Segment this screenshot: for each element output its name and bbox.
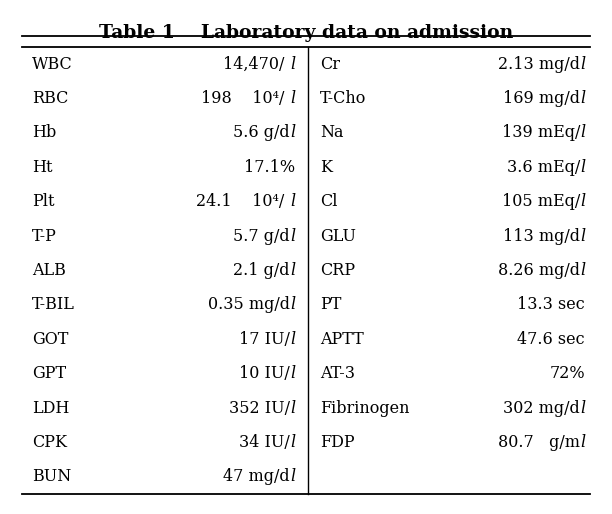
Text: FDP: FDP xyxy=(320,434,354,451)
Text: l: l xyxy=(580,399,585,416)
Text: RBC: RBC xyxy=(32,90,69,107)
Text: l: l xyxy=(290,331,295,348)
Text: 34 IU/: 34 IU/ xyxy=(239,434,290,451)
Text: 17 IU/: 17 IU/ xyxy=(239,331,290,348)
Text: 2.13 mg/d: 2.13 mg/d xyxy=(498,56,580,72)
Text: 72%: 72% xyxy=(550,365,585,382)
Text: 352 IU/: 352 IU/ xyxy=(229,399,290,416)
Text: GOT: GOT xyxy=(32,331,69,348)
Text: GLU: GLU xyxy=(320,228,356,245)
Text: 47 mg/d: 47 mg/d xyxy=(223,468,290,485)
Text: Cl: Cl xyxy=(320,193,337,210)
Text: l: l xyxy=(290,193,295,210)
Text: 198    10⁴/: 198 10⁴/ xyxy=(201,90,290,107)
Text: T-P: T-P xyxy=(32,228,57,245)
Text: l: l xyxy=(290,228,295,245)
Text: CRP: CRP xyxy=(320,262,355,279)
Text: l: l xyxy=(290,124,295,141)
Text: 3.6 mEq/: 3.6 mEq/ xyxy=(507,159,580,176)
Text: 169 mg/d: 169 mg/d xyxy=(503,90,580,107)
Text: l: l xyxy=(580,262,585,279)
Text: T-Cho: T-Cho xyxy=(320,90,367,107)
Text: 13.3 sec: 13.3 sec xyxy=(517,297,585,314)
Text: ALB: ALB xyxy=(32,262,66,279)
Text: l: l xyxy=(580,434,585,451)
Text: 47.6 sec: 47.6 sec xyxy=(517,331,585,348)
Text: Fibrinogen: Fibrinogen xyxy=(320,399,409,416)
Text: l: l xyxy=(290,297,295,314)
Text: 8.26 mg/d: 8.26 mg/d xyxy=(498,262,580,279)
Text: PT: PT xyxy=(320,297,341,314)
Text: l: l xyxy=(290,262,295,279)
Text: APTT: APTT xyxy=(320,331,364,348)
Text: 113 mg/d: 113 mg/d xyxy=(503,228,580,245)
Text: WBC: WBC xyxy=(32,56,73,72)
Text: l: l xyxy=(290,434,295,451)
Text: 302 mg/d: 302 mg/d xyxy=(503,399,580,416)
Text: l: l xyxy=(580,228,585,245)
Text: l: l xyxy=(580,124,585,141)
Text: 10 IU/: 10 IU/ xyxy=(239,365,290,382)
Text: l: l xyxy=(290,365,295,382)
Text: BUN: BUN xyxy=(32,468,71,485)
Text: 14,470/: 14,470/ xyxy=(223,56,290,72)
Text: Hb: Hb xyxy=(32,124,56,141)
Text: K: K xyxy=(320,159,332,176)
Text: 105 mEq/: 105 mEq/ xyxy=(502,193,580,210)
Text: T-BIL: T-BIL xyxy=(32,297,75,314)
Text: Table 1    Laboratory data on admission: Table 1 Laboratory data on admission xyxy=(99,24,513,42)
Text: LDH: LDH xyxy=(32,399,69,416)
Text: CPK: CPK xyxy=(32,434,67,451)
Text: l: l xyxy=(290,399,295,416)
Text: Cr: Cr xyxy=(320,56,340,72)
Text: 24.1    10⁴/: 24.1 10⁴/ xyxy=(196,193,290,210)
Text: l: l xyxy=(290,468,295,485)
Text: l: l xyxy=(580,193,585,210)
Text: l: l xyxy=(580,90,585,107)
Text: AT-3: AT-3 xyxy=(320,365,355,382)
Text: 0.35 mg/d: 0.35 mg/d xyxy=(208,297,290,314)
Text: Ht: Ht xyxy=(32,159,53,176)
Text: Na: Na xyxy=(320,124,343,141)
Text: 5.7 g/d: 5.7 g/d xyxy=(233,228,290,245)
Text: 5.6 g/d: 5.6 g/d xyxy=(233,124,290,141)
Text: 17.1%: 17.1% xyxy=(244,159,295,176)
Text: Plt: Plt xyxy=(32,193,54,210)
Text: l: l xyxy=(290,90,295,107)
Text: l: l xyxy=(290,56,295,72)
Text: l: l xyxy=(580,56,585,72)
Text: 2.1 g/d: 2.1 g/d xyxy=(233,262,290,279)
Text: l: l xyxy=(580,159,585,176)
Text: 139 mEq/: 139 mEq/ xyxy=(501,124,580,141)
Text: GPT: GPT xyxy=(32,365,66,382)
Text: 80.7   g/m: 80.7 g/m xyxy=(498,434,580,451)
